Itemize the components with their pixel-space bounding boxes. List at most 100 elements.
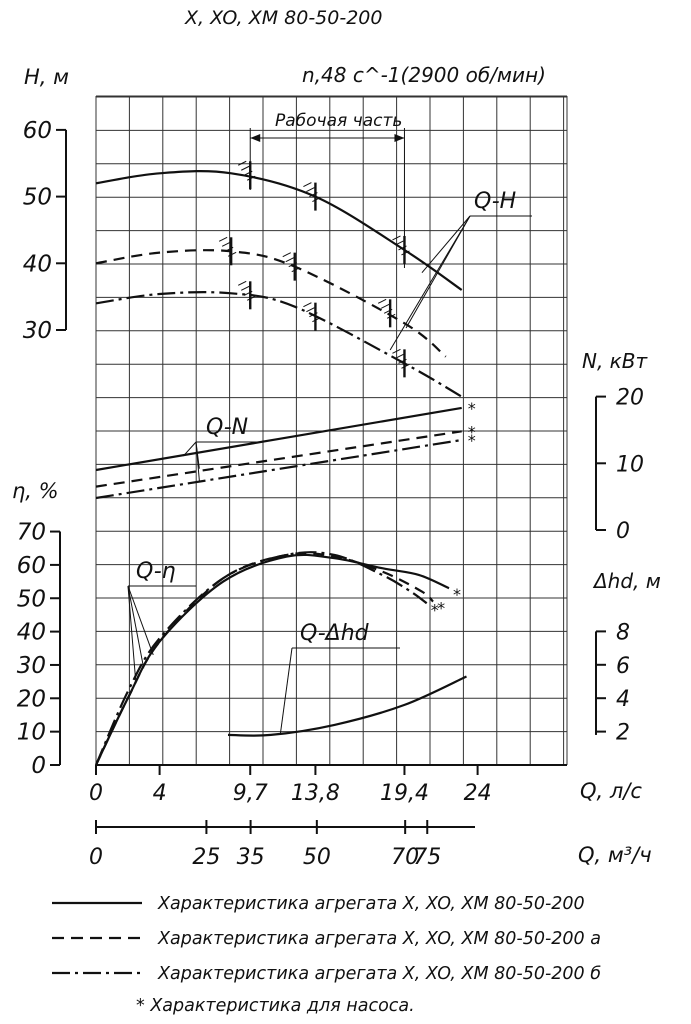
working-range-arrowhead [394,134,405,142]
legend-text-dashed: Характеристика агрегата X, XO, XM 80-50-… [157,929,601,949]
hatch-mark [312,197,321,203]
hatch-mark [238,280,247,286]
hatch-mark [383,308,393,314]
hatch-mark [398,245,407,251]
label-q-n-leader [183,441,197,457]
hatch-mark [238,160,247,166]
pump-only-star: * [468,399,476,418]
hatch-mark [306,187,315,193]
x2-axis-tick-label: 50 [303,845,331,870]
eta-axis-label: η, % [12,479,59,503]
label-q-eta-leader [127,585,137,682]
pump-only-star: * [431,600,439,619]
chart-subtitle: n,48 c^-1(2900 об/мин) [302,63,546,87]
h-axis-tick-label: 40 [23,251,52,277]
series-Qeta-dashed [95,552,434,766]
x-axis-tick-label: 13,8 [291,781,340,806]
eta-axis-tick-label: 70 [17,520,46,546]
eta-axis-tick-label: 40 [17,620,46,646]
legend-text-solid: Характеристика агрегата X, XO, XM 80-50-… [157,894,585,914]
hatch-mark [312,317,321,323]
hatch-mark [395,353,404,359]
hatch-mark [392,235,401,241]
series-QN-dashdot [95,438,462,500]
label-q-dhd: Q-Δhd [300,621,370,646]
series-QN-solid [95,406,462,472]
x-axis-tick-label: 9,7 [233,781,268,806]
h-axis-tick-label: 50 [23,185,52,211]
hatch-mark [291,267,300,273]
x2-axis-tick-label: 25 [192,845,220,870]
x2-axis-tick-label: 35 [237,845,265,870]
series-Qeta-solid [95,553,450,766]
hatch-mark [247,295,256,301]
dhd-axis-tick-label: 4 [616,687,630,712]
n-axis-tick-label: 20 [616,386,644,411]
eta-axis-tick-label: 30 [17,653,46,679]
grid [95,95,568,766]
hatch-mark [244,290,253,296]
hatch-mark [401,250,410,256]
eta-axis-tick-label: 60 [17,553,46,579]
x-axis-tick-label: 0 [89,781,103,806]
h-axis-tick-label: 60 [23,118,52,144]
dhd-axis-tick-label: 6 [616,654,630,679]
hatch-mark [288,262,297,268]
hatch-mark [303,302,312,308]
x-axis-tick-label: 4 [153,781,167,806]
series-Qdhd-solid [227,675,467,737]
label-q-n-leader [195,441,200,481]
hatch-mark [224,246,234,252]
label-q-eta-leader [127,585,145,669]
dhd-axis-tick-label: 2 [616,721,630,746]
n-axis-tick-label: 0 [616,519,630,544]
n-axis-tick-label: 10 [616,452,644,477]
hatch-mark [282,252,291,258]
footnote: * Характеристика для насоса. [136,996,415,1016]
series-QN-dashed [95,430,462,488]
series-Qeta-dashdot [94,551,428,766]
dhd-axis-label: Δhd, м [592,569,661,593]
label-q-h: Q-H [474,189,516,214]
label-q-eta: Q-η [136,559,176,584]
axes [50,128,606,834]
dhd-axis-tick-label: 8 [616,620,630,645]
pump-only-star: * [468,422,476,441]
hatch-mark [395,240,404,246]
eta-axis-tick-label: 0 [31,753,46,779]
pump-only-star: * [453,585,461,604]
label-q-eta-leader [127,585,154,656]
curves [94,160,467,766]
x2-axis-tick-label: 0 [89,845,103,870]
pump-only-star: * [437,599,445,618]
hatch-mark [401,363,410,369]
x2-axis-label: Q, м³/ч [578,843,652,867]
hatch-mark [241,165,250,171]
hatch-mark [218,236,228,242]
x-axis-tick-label: 24 [464,781,492,806]
hatch-mark [398,358,407,364]
legend-text-dashdot: Характеристика агрегата X, XO, XM 80-50-… [157,964,601,984]
series-QH-dashed [95,249,447,358]
hatch-mark [221,241,231,247]
hatch-mark [241,285,250,291]
working-range-label: Рабочая часть [275,111,402,131]
hatch-mark [244,170,253,176]
pump-only-star: * [468,431,476,450]
x-axis-label: Q, л/с [580,779,642,803]
working-range-arrowhead [250,134,261,142]
hatch-mark [303,182,312,188]
hatch-mark [247,175,256,181]
hatch-mark [377,298,387,304]
hatch-mark [380,303,390,309]
legend: Характеристика агрегата X, XO, XM 80-50-… [52,894,601,1016]
eta-axis-tick-label: 50 [17,586,46,612]
hatch-mark [227,251,237,257]
label-q-h-leader [421,215,471,273]
n-axis-label: N, кВт [582,349,648,373]
label-q-h-leader [389,215,471,351]
eta-axis-tick-label: 20 [17,686,46,712]
x2-axis-tick-label: 75 [413,845,441,870]
h-axis-label: H, м [24,65,69,89]
